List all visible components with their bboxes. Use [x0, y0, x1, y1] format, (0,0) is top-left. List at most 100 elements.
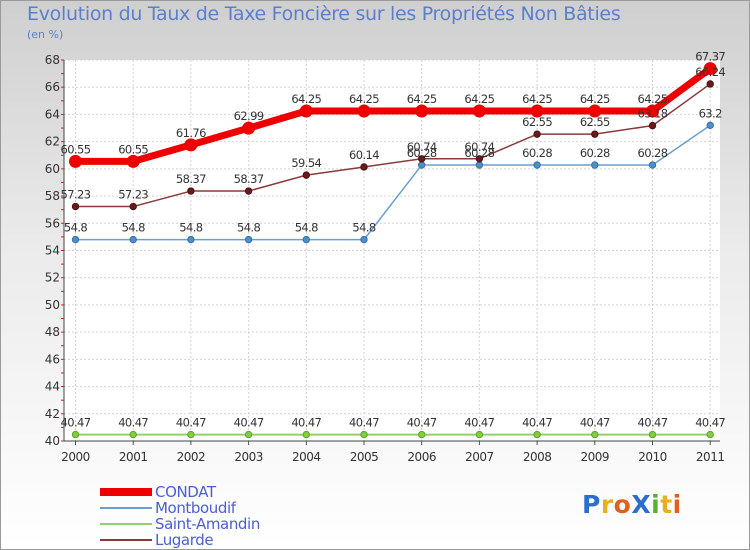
logo-letter: X: [631, 490, 652, 519]
saint-amandin-data-label: 40.47: [407, 416, 437, 430]
lugarde-data-label: 66.24: [695, 65, 725, 79]
series-montboudif: [71, 121, 714, 244]
saint-amandin-point: [187, 430, 195, 439]
lugarde-point: [71, 202, 80, 211]
series-saint-amandin: [71, 430, 714, 439]
montboudif-point: [244, 235, 253, 244]
montboudif-point: [418, 161, 426, 169]
logo-letter: o: [613, 490, 632, 519]
lugarde-data-label: 60.14: [349, 148, 379, 162]
saint-amandin-data-label: 40.47: [176, 416, 206, 430]
lugarde-data-label: 57.23: [61, 188, 91, 202]
montboudif-data-label: 60.28: [407, 146, 437, 160]
y-tick-label: 64: [45, 107, 60, 121]
condat-data-label: 67.37: [695, 50, 725, 64]
logo-letter: i: [672, 490, 682, 519]
condat-data-label: 64.25: [638, 92, 668, 106]
montboudif-point: [187, 235, 195, 244]
montboudif-data-label: 60.28: [522, 146, 552, 160]
saint-amandin-point: [533, 430, 541, 439]
montboudif-data-label: 54.8: [352, 221, 375, 235]
condat-data-label: 64.25: [291, 92, 321, 106]
saint-amandin-data-label: 40.47: [61, 416, 91, 430]
x-tick-label: 2005: [350, 450, 379, 464]
lugarde-point: [187, 187, 195, 195]
x-tick-label: 2009: [581, 450, 610, 464]
lugarde-point: [418, 155, 426, 163]
y-tick-label: 40: [45, 434, 60, 448]
lugarde-point: [533, 130, 541, 138]
x-tick-label: 2010: [638, 450, 667, 464]
x-tick-label: 2001: [119, 450, 148, 464]
legend-label-montboudif: Montboudif: [155, 499, 236, 517]
x-tick-label: 2003: [234, 450, 263, 464]
montboudif-data-label: 54.8: [64, 221, 87, 235]
saint-amandin-data-label: 40.47: [638, 416, 668, 430]
montboudif-data-label: 54.8: [295, 221, 318, 235]
legend-label-saint-amandin: Saint-Amandin: [155, 515, 260, 533]
saint-amandin-point: [418, 430, 426, 439]
y-tick-label: 56: [45, 216, 60, 230]
logo-letter: i: [651, 490, 661, 519]
saint-amandin-data-labels: 40.47 40.47 40.47 40.47 40.47 40.47 40.47 40.47…: [61, 416, 727, 430]
condat-point: [588, 104, 602, 118]
saint-amandin-point: [71, 430, 80, 439]
legend-swatch-condat: [100, 488, 152, 496]
montboudif-point: [533, 161, 541, 169]
saint-amandin-data-label: 40.47: [349, 416, 379, 430]
montboudif-line: [74, 124, 711, 241]
montboudif-point: [648, 161, 657, 169]
condat-point: [69, 154, 82, 168]
chart-title: Evolution du Taux de Taxe Foncière sur l…: [27, 3, 621, 25]
lugarde-data-labels: 57.23 57.23 58.37 58.37 59.54 60.14 60.74 60.74…: [61, 65, 727, 202]
y-tick-label: 48: [45, 325, 60, 339]
logo-letter: r: [600, 490, 614, 519]
lugarde-data-label: 57.23: [118, 188, 148, 202]
montboudif-data-label: 54.8: [122, 221, 145, 235]
montboudif-data-label: 54.8: [237, 221, 260, 235]
x-tick-label: 2004: [292, 450, 321, 464]
series-lugarde: [71, 80, 714, 211]
saint-amandin-data-label: 40.47: [695, 416, 725, 430]
montboudif-data-label: 60.28: [580, 146, 610, 160]
legend-swatch-saint-amandin: [100, 523, 152, 525]
lugarde-point: [475, 155, 484, 163]
y-tick-label: 50: [45, 298, 60, 312]
montboudif-data-labels: 54.8 54.8 54.8 54.8 54.8 54.860.28 60.28 60.28 6…: [64, 106, 723, 235]
y-tick-label: 68: [45, 53, 60, 67]
lugarde-data-label: 58.37: [176, 172, 206, 186]
lugarde-data-label: 60.74: [407, 140, 437, 154]
condat-data-label: 60.55: [118, 142, 148, 156]
saint-amandin-point: [475, 430, 484, 439]
lugarde-data-label: 62.55: [522, 115, 552, 129]
saint-amandin-point: [360, 430, 368, 439]
montboudif-point: [360, 235, 368, 244]
x-tick-label: 2007: [465, 450, 494, 464]
lugarde-point: [244, 187, 253, 195]
lugarde-line: [74, 83, 711, 208]
montboudif-data-label: 60.28: [464, 146, 494, 160]
montboudif-point: [591, 161, 599, 169]
legend-swatch-lugarde: [100, 539, 152, 541]
x-tick-label: 2011: [696, 450, 725, 464]
saint-amandin-data-label: 40.47: [464, 416, 494, 430]
lugarde-data-label: 58.37: [234, 172, 264, 186]
lugarde-point: [302, 171, 310, 179]
montboudif-point: [706, 121, 714, 130]
condat-point: [530, 104, 544, 118]
lugarde-data-label: 62.55: [580, 115, 610, 129]
saint-amandin-point: [129, 430, 137, 439]
saint-amandin-point: [706, 430, 714, 439]
y-tick-label: 66: [45, 80, 60, 94]
montboudif-point: [475, 161, 484, 169]
condat-point: [472, 104, 486, 118]
saint-amandin-data-label: 40.47: [118, 416, 148, 430]
y-tick-label: 62: [45, 135, 60, 149]
condat-point: [415, 104, 429, 118]
condat-point: [299, 104, 313, 118]
x-tick-label: 2000: [61, 450, 90, 464]
x-tick-label: 2006: [407, 450, 436, 464]
y-tick-label: 60: [45, 162, 60, 176]
lugarde-data-label: 60.74: [464, 140, 494, 154]
legend-label-lugarde: Lugarde: [155, 531, 214, 549]
